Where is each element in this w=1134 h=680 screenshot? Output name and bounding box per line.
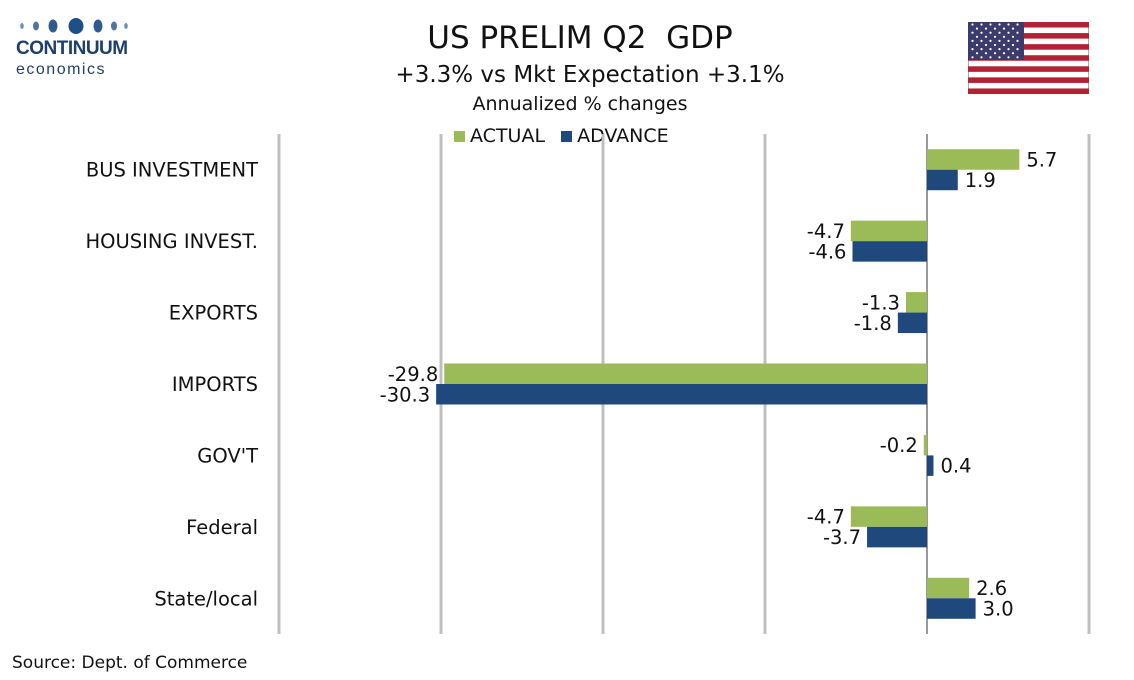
- category-label: State/local: [154, 587, 258, 610]
- category-label: HOUSING INVEST.: [86, 230, 258, 253]
- data-label: -0.2: [880, 434, 918, 457]
- bar-advance: [927, 455, 934, 476]
- bar-advance: [867, 526, 927, 548]
- bar-advance: [852, 241, 927, 262]
- logo-subtitle: economics: [16, 61, 106, 78]
- bar-advance: [897, 312, 927, 334]
- category-label: Federal: [186, 516, 258, 539]
- logo-name: CONTINUUM: [16, 38, 128, 59]
- legend-label-actual: ACTUAL: [470, 125, 546, 147]
- category-label: IMPORTS: [172, 373, 258, 396]
- data-label: -4.7: [807, 506, 845, 529]
- legend-label-advance: ADVANCE: [577, 125, 669, 147]
- chart-legend: ACTUAL ADVANCE: [454, 125, 679, 151]
- us-flag-icon: [968, 22, 1089, 94]
- bar-actual: [923, 434, 927, 456]
- bar-actual: [927, 577, 970, 599]
- continuum-logo: CONTINUUM economics: [14, 14, 144, 78]
- chart-title: US PRELIM Q2 GDP: [427, 20, 733, 56]
- bar-actual: [850, 506, 927, 527]
- data-label: -29.8: [388, 363, 438, 386]
- category-label: GOV'T: [197, 444, 258, 467]
- data-label: 1.9: [965, 169, 996, 192]
- legend-item-advance: ADVANCE: [561, 125, 669, 147]
- data-label: -1.8: [854, 312, 892, 335]
- category-label: EXPORTS: [169, 302, 258, 325]
- data-label: 3.0: [983, 598, 1014, 621]
- logo-dots-icon: [20, 18, 128, 34]
- bar-advance: [436, 384, 927, 405]
- data-label: 0.4: [940, 455, 971, 478]
- legend-swatch-actual: [454, 131, 465, 142]
- bar-actual: [444, 363, 927, 384]
- category-label: BUS INVESTMENT: [86, 159, 258, 182]
- chart-subtitle: +3.3% vs Mkt Expectation +3.1%: [395, 62, 785, 88]
- bar-advance: [927, 169, 958, 191]
- data-label: -30.3: [380, 383, 430, 406]
- data-label: -4.7: [807, 220, 845, 243]
- data-label: -4.6: [808, 240, 846, 263]
- data-label: -1.3: [862, 291, 900, 314]
- legend-swatch-advance: [561, 131, 573, 142]
- data-label: -3.7: [823, 526, 861, 549]
- bar-actual: [927, 149, 1020, 170]
- legend-item-actual: ACTUAL: [454, 125, 545, 147]
- bar-actual: [905, 292, 927, 313]
- bar-advance: [927, 598, 976, 619]
- data-label: 5.7: [1026, 148, 1057, 171]
- bar-actual: [850, 220, 927, 242]
- data-label: 2.6: [976, 577, 1007, 600]
- source-note: Source: Dept. of Commerce: [12, 653, 248, 673]
- chart-note: Annualized % changes: [472, 93, 688, 115]
